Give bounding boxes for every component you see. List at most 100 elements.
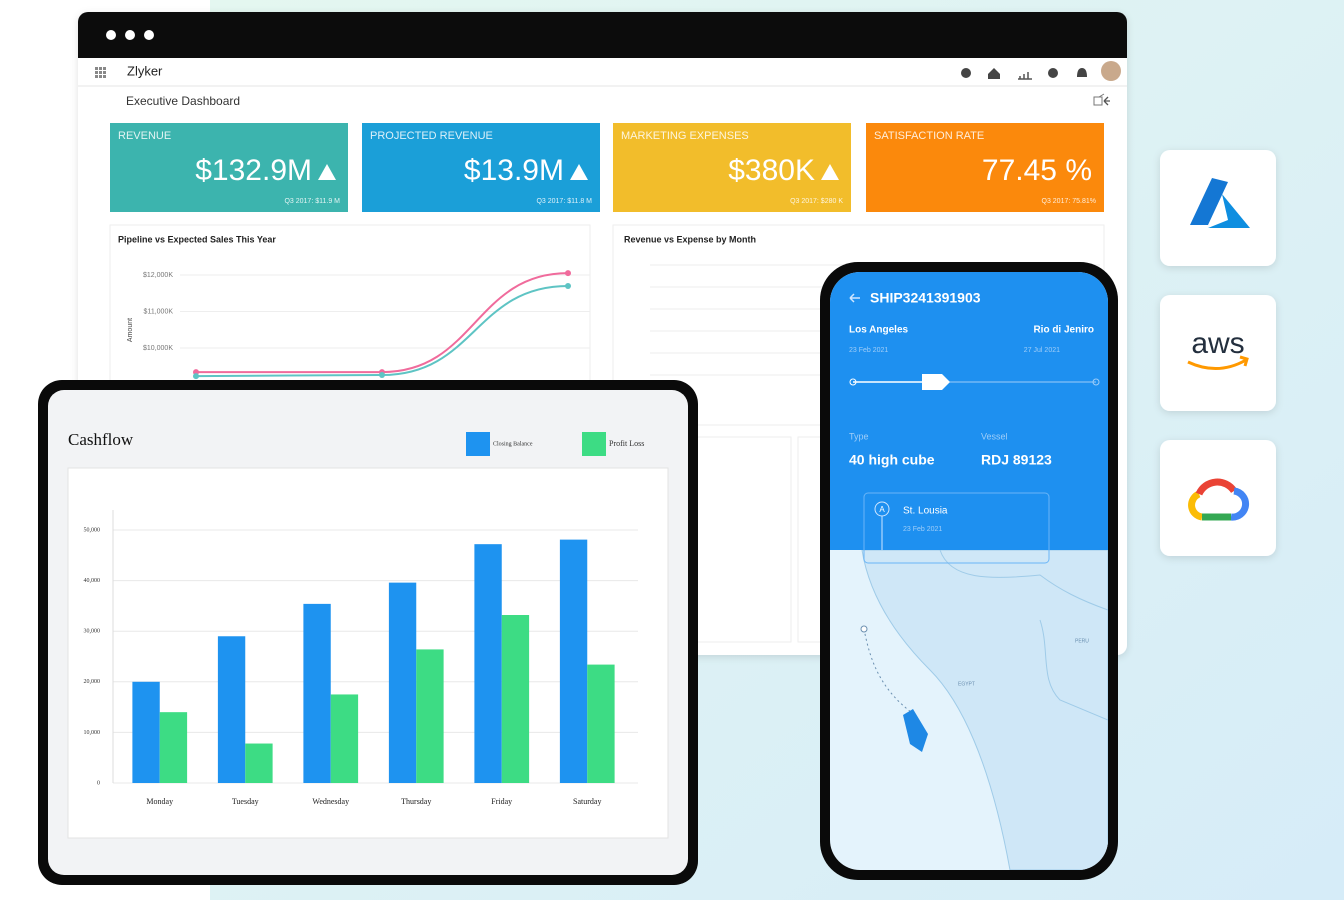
type-value: 40 high cube	[849, 452, 935, 468]
window-dot	[144, 30, 154, 40]
kpi-row: REVENUE $132.9M Q3 2017: $11.9 M PROJECTED …	[110, 123, 1104, 212]
chart-title: Revenue vs Expense by Month	[624, 234, 756, 244]
bar	[501, 615, 530, 783]
data-point	[565, 282, 571, 289]
legend-swatch	[466, 432, 490, 456]
y-tick-label: 30,000	[84, 629, 101, 635]
shipment-id: SHIP3241391903	[870, 290, 981, 306]
trend-up-icon	[318, 164, 336, 180]
y-tick-label: $11,000K	[144, 308, 174, 315]
y-tick-label: 0	[97, 780, 100, 786]
stop-name: St. Lousia	[903, 506, 948, 517]
kpi-note: Q3 2017: $11.9 M	[284, 198, 340, 205]
settings-icon[interactable]	[1048, 68, 1058, 78]
bar	[159, 712, 188, 783]
x-tick-label: Friday	[491, 797, 512, 806]
bar	[474, 544, 502, 783]
kpi-label: MARKETING EXPENSES	[621, 130, 749, 142]
help-icon[interactable]	[961, 68, 971, 78]
stop-card	[863, 492, 1050, 564]
kpi-value: $132.9M	[195, 154, 312, 187]
app-name: Zlyker	[127, 63, 163, 78]
notification-icon[interactable]	[1077, 68, 1087, 77]
map-land	[861, 549, 1108, 870]
logo-card	[1160, 295, 1276, 411]
back-arrow[interactable]	[849, 293, 860, 303]
kpi-note: Q3 2017: 75.81%	[1042, 198, 1097, 205]
y-tick-label: $12,000K	[143, 272, 173, 279]
shipment-header	[830, 272, 1108, 550]
map-border	[939, 549, 1108, 611]
ship-marker	[903, 709, 928, 752]
kpi-value: $13.9M	[464, 154, 564, 187]
x-tick-label: Tuesday	[232, 797, 259, 806]
app-grid-icon[interactable]	[95, 67, 106, 78]
avatar[interactable]	[1101, 61, 1121, 81]
kpi-label: PROJECTED REVENUE	[370, 130, 493, 142]
destination-date: 27 Jul 2021	[1024, 347, 1060, 354]
progress-end	[1092, 378, 1100, 386]
azure-logo	[1190, 178, 1228, 225]
bar	[330, 694, 359, 783]
y-tick-label: 50,000	[84, 527, 101, 533]
kpi-card	[613, 123, 851, 212]
route-origin	[860, 625, 868, 633]
export-icon[interactable]	[1093, 93, 1105, 106]
bar	[245, 743, 273, 783]
type-label: Type	[849, 431, 869, 441]
x-tick-label: Wednesday	[312, 797, 349, 806]
series-line	[195, 284, 569, 378]
trend-up-icon	[570, 164, 588, 180]
y-tick-label: $10,000K	[143, 345, 173, 352]
tablet: Cashflow Closing Balance Profit Loss 0 10,00…	[38, 380, 698, 885]
pipeline-chart: Pipeline vs Expected Sales This Year Amou…	[118, 234, 590, 380]
aws-smile	[1187, 355, 1249, 370]
cloud-logos: aws	[1160, 150, 1276, 556]
data-point	[193, 373, 199, 380]
y-tick-label: 10,000	[84, 730, 101, 736]
window-dot	[106, 30, 116, 40]
x-tick-label: Thursday	[401, 797, 431, 806]
route	[863, 628, 916, 716]
phone: PERU EGYPT SHIP3241391903 Los Angeles 23…	[820, 262, 1118, 880]
analytics-icon[interactable]	[1018, 72, 1032, 80]
trend-up-icon	[821, 164, 839, 180]
x-tick-label: Saturday	[573, 797, 601, 806]
cashflow-chart: Cashflow Closing Balance Profit Loss 0 10,00…	[68, 430, 644, 806]
kpi-value: 77.45 %	[982, 154, 1092, 187]
kpi-note: Q3 2017: $11.8 M	[536, 198, 592, 205]
back-arrow[interactable]	[1103, 96, 1110, 106]
aws-logo-text: aws	[1191, 327, 1244, 360]
legend-label: Closing Balance	[493, 441, 533, 447]
legend-swatch	[582, 432, 606, 456]
progress-start	[849, 378, 857, 386]
stop-marker: A	[879, 505, 885, 514]
title-bar	[78, 12, 1127, 58]
home-icon[interactable]	[988, 68, 1000, 79]
breadcrumb: Executive Dashboard	[126, 94, 240, 108]
data-point	[565, 270, 571, 277]
kpi-note: Q3 2017: $280 K	[790, 198, 843, 205]
chart-title: Pipeline vs Expected Sales This Year	[118, 234, 276, 244]
progress-ship	[922, 374, 950, 390]
kpi-label: REVENUE	[118, 130, 171, 142]
bar	[587, 664, 615, 783]
series-line	[196, 272, 569, 374]
kpi-label: SATISFACTION RATE	[874, 130, 984, 142]
origin: Los Angeles	[849, 325, 909, 336]
y-axis-label: Amount	[127, 318, 134, 342]
stop-date: 23 Feb 2021	[903, 526, 942, 533]
destination: Rio di Jeniro	[1033, 325, 1094, 336]
kpi-card	[110, 123, 348, 212]
origin-date: 23 Feb 2021	[849, 347, 888, 354]
logo-card	[1160, 150, 1276, 266]
vessel-value: RDJ 89123	[981, 452, 1052, 468]
kpi-value: $380K	[728, 154, 815, 187]
window-dot	[125, 30, 135, 40]
y-tick-label: 40,000	[84, 578, 101, 584]
bar	[416, 649, 444, 783]
azure-logo	[1208, 194, 1250, 228]
gcp-logo	[1188, 478, 1250, 521]
